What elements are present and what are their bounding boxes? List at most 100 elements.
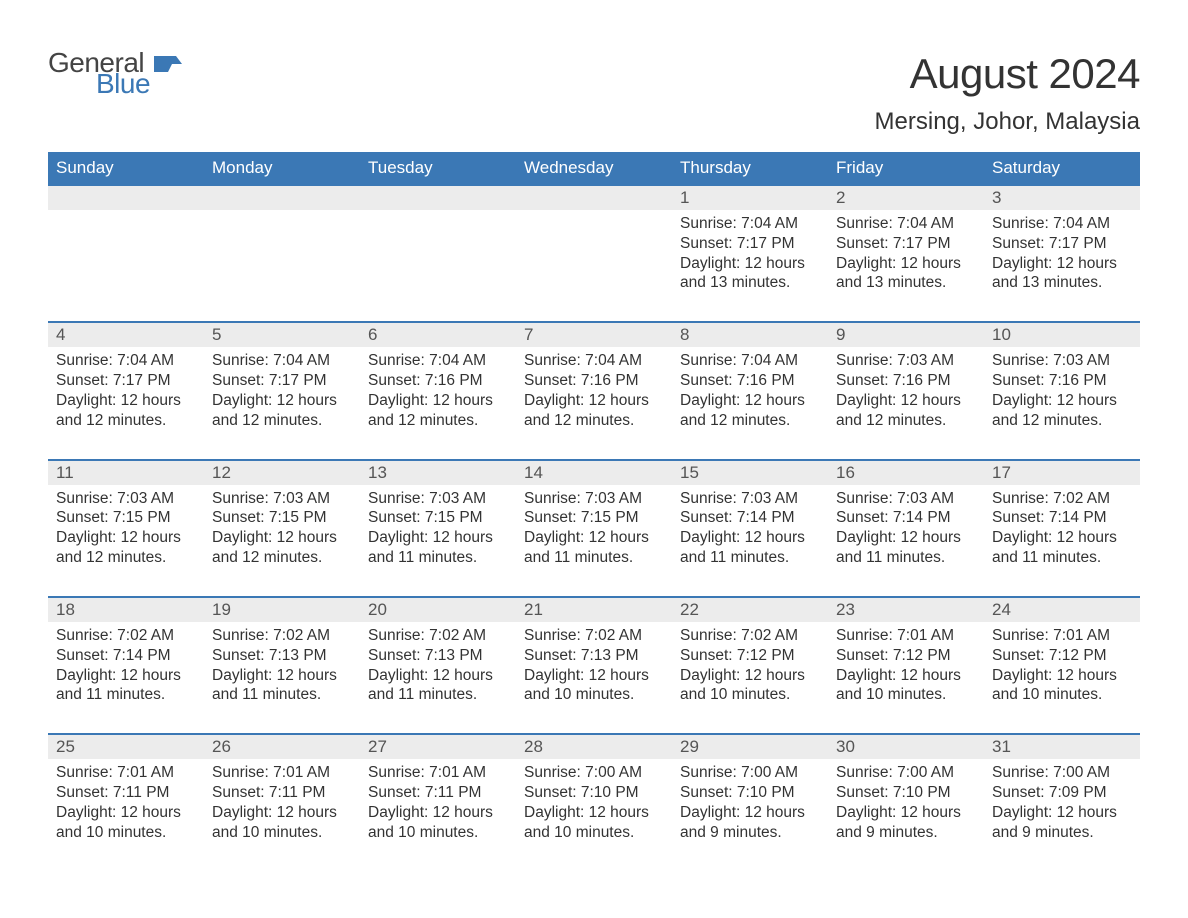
day-day1: Daylight: 12 hours bbox=[56, 391, 196, 411]
day-day2: and 9 minutes. bbox=[680, 823, 820, 843]
day-number-cell: 27 bbox=[360, 734, 516, 759]
day-number-row: 11121314151617 bbox=[48, 460, 1140, 485]
day-number-cell: 12 bbox=[204, 460, 360, 485]
day-cell: Sunrise: 7:04 AMSunset: 7:17 PMDaylight:… bbox=[48, 347, 204, 459]
day-sunrise: Sunrise: 7:00 AM bbox=[680, 763, 820, 783]
day-day2: and 12 minutes. bbox=[56, 548, 196, 568]
day-sunset: Sunset: 7:16 PM bbox=[368, 371, 508, 391]
day-sunrise: Sunrise: 7:03 AM bbox=[836, 489, 976, 509]
day-cell: Sunrise: 7:01 AMSunset: 7:11 PMDaylight:… bbox=[204, 759, 360, 846]
day-cell: Sunrise: 7:00 AMSunset: 7:10 PMDaylight:… bbox=[672, 759, 828, 846]
day-number-cell: 1 bbox=[672, 185, 828, 210]
day-cell: Sunrise: 7:04 AMSunset: 7:17 PMDaylight:… bbox=[984, 210, 1140, 322]
day-cell: Sunrise: 7:03 AMSunset: 7:16 PMDaylight:… bbox=[828, 347, 984, 459]
day-day2: and 12 minutes. bbox=[212, 411, 352, 431]
day-day2: and 10 minutes. bbox=[56, 823, 196, 843]
day-number-cell: 24 bbox=[984, 597, 1140, 622]
day-day2: and 10 minutes. bbox=[680, 685, 820, 705]
day-sunset: Sunset: 7:12 PM bbox=[836, 646, 976, 666]
location-subtitle: Mersing, Johor, Malaysia bbox=[875, 108, 1140, 136]
day-cell: Sunrise: 7:04 AMSunset: 7:16 PMDaylight:… bbox=[360, 347, 516, 459]
day-number-cell: 19 bbox=[204, 597, 360, 622]
day-cell: Sunrise: 7:03 AMSunset: 7:15 PMDaylight:… bbox=[360, 485, 516, 597]
day-day2: and 12 minutes. bbox=[680, 411, 820, 431]
page-title: August 2024 bbox=[875, 50, 1140, 98]
day-number-row: 18192021222324 bbox=[48, 597, 1140, 622]
day-number-cell: 15 bbox=[672, 460, 828, 485]
day-cell: Sunrise: 7:01 AMSunset: 7:12 PMDaylight:… bbox=[984, 622, 1140, 734]
day-number-cell: 30 bbox=[828, 734, 984, 759]
day-cell bbox=[204, 210, 360, 322]
day-sunset: Sunset: 7:14 PM bbox=[992, 508, 1132, 528]
day-sunset: Sunset: 7:16 PM bbox=[992, 371, 1132, 391]
day-number-row: 45678910 bbox=[48, 322, 1140, 347]
day-cell: Sunrise: 7:02 AMSunset: 7:14 PMDaylight:… bbox=[48, 622, 204, 734]
day-cell: Sunrise: 7:03 AMSunset: 7:15 PMDaylight:… bbox=[48, 485, 204, 597]
day-data-row: Sunrise: 7:04 AMSunset: 7:17 PMDaylight:… bbox=[48, 210, 1140, 322]
day-sunrise: Sunrise: 7:00 AM bbox=[524, 763, 664, 783]
day-number-cell: 3 bbox=[984, 185, 1140, 210]
day-day1: Daylight: 12 hours bbox=[56, 803, 196, 823]
day-sunrise: Sunrise: 7:01 AM bbox=[212, 763, 352, 783]
day-sunrise: Sunrise: 7:03 AM bbox=[56, 489, 196, 509]
day-cell: Sunrise: 7:04 AMSunset: 7:17 PMDaylight:… bbox=[672, 210, 828, 322]
day-number-cell: 4 bbox=[48, 322, 204, 347]
weekday-header: Thursday bbox=[672, 152, 828, 185]
day-sunrise: Sunrise: 7:02 AM bbox=[680, 626, 820, 646]
day-number-cell: 16 bbox=[828, 460, 984, 485]
day-cell: Sunrise: 7:03 AMSunset: 7:15 PMDaylight:… bbox=[516, 485, 672, 597]
day-sunset: Sunset: 7:17 PM bbox=[212, 371, 352, 391]
day-number-cell: 17 bbox=[984, 460, 1140, 485]
day-sunrise: Sunrise: 7:04 AM bbox=[56, 351, 196, 371]
day-sunset: Sunset: 7:10 PM bbox=[836, 783, 976, 803]
day-sunset: Sunset: 7:17 PM bbox=[992, 234, 1132, 254]
day-number-cell: 22 bbox=[672, 597, 828, 622]
day-sunset: Sunset: 7:17 PM bbox=[680, 234, 820, 254]
day-day2: and 12 minutes. bbox=[524, 411, 664, 431]
day-day1: Daylight: 12 hours bbox=[680, 254, 820, 274]
day-number-cell bbox=[360, 185, 516, 210]
weekday-header: Sunday bbox=[48, 152, 204, 185]
day-number-cell: 29 bbox=[672, 734, 828, 759]
day-number-cell bbox=[204, 185, 360, 210]
calendar-table: Sunday Monday Tuesday Wednesday Thursday… bbox=[48, 152, 1140, 847]
day-day2: and 12 minutes. bbox=[992, 411, 1132, 431]
day-day2: and 13 minutes. bbox=[836, 273, 976, 293]
day-day1: Daylight: 12 hours bbox=[680, 528, 820, 548]
day-sunset: Sunset: 7:11 PM bbox=[56, 783, 196, 803]
day-cell: Sunrise: 7:04 AMSunset: 7:17 PMDaylight:… bbox=[204, 347, 360, 459]
day-day1: Daylight: 12 hours bbox=[992, 666, 1132, 686]
day-cell: Sunrise: 7:03 AMSunset: 7:14 PMDaylight:… bbox=[672, 485, 828, 597]
day-day1: Daylight: 12 hours bbox=[212, 528, 352, 548]
day-day1: Daylight: 12 hours bbox=[680, 803, 820, 823]
day-cell bbox=[48, 210, 204, 322]
day-data-row: Sunrise: 7:02 AM Sunset: 7:14 PM Daylight:… bbox=[48, 622, 1140, 734]
day-number-cell: 2 bbox=[828, 185, 984, 210]
day-number-cell bbox=[48, 185, 204, 210]
day-number-cell bbox=[516, 185, 672, 210]
day-day1: Daylight: 12 hours bbox=[368, 666, 508, 686]
day-day1: Daylight: 12 hours bbox=[836, 666, 976, 686]
day-day2: and 11 minutes. bbox=[212, 685, 352, 705]
weekday-header: Tuesday bbox=[360, 152, 516, 185]
day-sunrise: Sunrise: 7:00 AM bbox=[992, 763, 1132, 783]
logo: General Blue bbox=[48, 50, 184, 96]
day-day2: and 10 minutes. bbox=[524, 823, 664, 843]
day-sunset: Sunset: 7:14 PM bbox=[680, 508, 820, 528]
day-day2: and 11 minutes. bbox=[368, 548, 508, 568]
weekday-header: Wednesday bbox=[516, 152, 672, 185]
day-number-cell: 20 bbox=[360, 597, 516, 622]
day-cell: Sunrise: 7:03 AMSunset: 7:16 PMDaylight:… bbox=[984, 347, 1140, 459]
day-sunrise: Sunrise: 7:04 AM bbox=[524, 351, 664, 371]
day-day2: and 10 minutes. bbox=[212, 823, 352, 843]
day-day1: Daylight: 12 hours bbox=[524, 803, 664, 823]
day-number-cell: 13 bbox=[360, 460, 516, 485]
day-day1: Daylight: 12 hours bbox=[992, 391, 1132, 411]
day-day2: and 12 minutes. bbox=[56, 411, 196, 431]
day-cell: Sunrise: 7:02 AMSunset: 7:13 PMDaylight:… bbox=[516, 622, 672, 734]
day-cell: Sunrise: 7:04 AMSunset: 7:16 PMDaylight:… bbox=[516, 347, 672, 459]
day-sunset: Sunset: 7:14 PM bbox=[56, 646, 196, 666]
day-day1: Daylight: 12 hours bbox=[680, 391, 820, 411]
day-sunset: Sunset: 7:14 PM bbox=[836, 508, 976, 528]
day-number-cell: 28 bbox=[516, 734, 672, 759]
